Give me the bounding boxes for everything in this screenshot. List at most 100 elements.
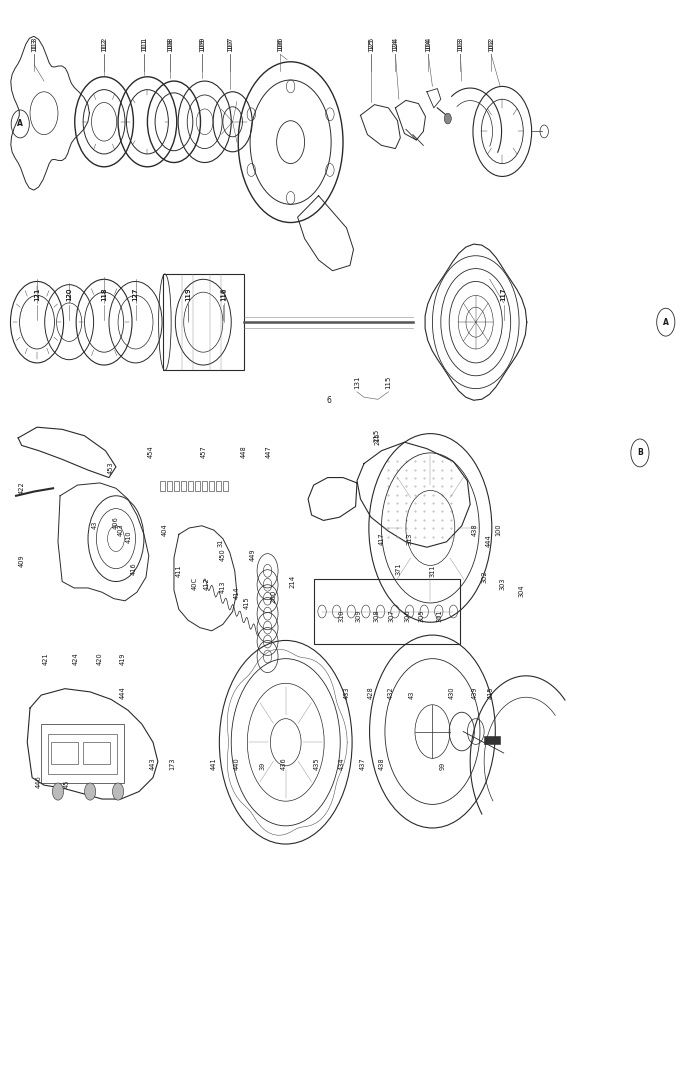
Text: 422: 422	[19, 481, 24, 494]
Text: 310: 310	[339, 609, 344, 622]
Text: 113: 113	[32, 39, 37, 53]
Text: 118: 118	[101, 288, 107, 300]
Text: 102: 102	[488, 36, 494, 50]
Text: 410: 410	[125, 530, 132, 543]
Text: 444: 444	[120, 687, 126, 700]
Bar	[202, 481, 206, 491]
Text: 430: 430	[448, 687, 454, 700]
Text: 441: 441	[211, 758, 217, 770]
Text: 111: 111	[141, 39, 147, 53]
Text: 104: 104	[425, 39, 431, 53]
Text: 424: 424	[73, 652, 79, 665]
Text: 43: 43	[92, 520, 98, 529]
Text: 411: 411	[176, 564, 182, 577]
Text: 113: 113	[32, 36, 37, 50]
Text: 100: 100	[495, 524, 501, 536]
Text: 214: 214	[290, 575, 295, 588]
Text: 40C: 40C	[192, 577, 198, 590]
Bar	[484, 736, 500, 745]
Text: A: A	[663, 318, 668, 326]
Text: 438: 438	[379, 758, 384, 770]
Text: 43: 43	[409, 691, 414, 700]
Text: 428: 428	[368, 687, 374, 700]
Text: 443: 443	[150, 758, 156, 770]
Text: 108: 108	[167, 36, 174, 50]
Text: 106: 106	[277, 36, 283, 50]
Text: 115: 115	[386, 376, 391, 388]
Text: 436: 436	[281, 758, 286, 770]
Text: 107: 107	[227, 36, 233, 50]
Text: 118: 118	[101, 288, 107, 300]
Text: 371: 371	[396, 562, 402, 575]
Bar	[181, 481, 186, 491]
Text: 124: 124	[393, 39, 398, 53]
Text: 116: 116	[220, 288, 226, 300]
Text: B: B	[637, 449, 643, 457]
Bar	[160, 481, 165, 491]
Bar	[51, 743, 78, 764]
Circle shape	[52, 783, 64, 800]
Text: 127: 127	[132, 288, 139, 300]
Text: 440: 440	[234, 758, 240, 770]
Bar	[83, 743, 110, 764]
Text: 121: 121	[34, 288, 40, 300]
Text: 127: 127	[132, 288, 139, 300]
Text: 454: 454	[148, 445, 154, 458]
Text: 301: 301	[436, 609, 442, 622]
Text: 432: 432	[388, 687, 393, 700]
Bar	[163, 274, 244, 370]
Text: 119: 119	[185, 288, 191, 300]
Text: 103: 103	[457, 36, 463, 50]
Text: A: A	[18, 119, 23, 129]
Bar	[41, 724, 124, 783]
Text: 117: 117	[500, 288, 507, 300]
Text: 45: 45	[64, 780, 70, 789]
Bar	[174, 481, 179, 491]
Text: 448: 448	[241, 445, 247, 458]
Text: 215: 215	[374, 429, 379, 442]
Bar	[314, 579, 461, 644]
Text: 31: 31	[218, 539, 224, 547]
Circle shape	[444, 114, 452, 123]
Text: 417: 417	[379, 532, 384, 545]
Text: 112: 112	[101, 39, 107, 53]
Text: 109: 109	[199, 39, 205, 53]
Text: 439: 439	[471, 687, 477, 700]
Text: 120: 120	[66, 288, 72, 300]
Text: 413: 413	[220, 580, 226, 593]
Text: 404: 404	[162, 524, 168, 536]
Text: 303: 303	[499, 577, 505, 590]
Text: 119: 119	[185, 288, 191, 300]
Text: 313: 313	[407, 532, 412, 545]
Circle shape	[113, 783, 124, 800]
Bar	[195, 481, 200, 491]
Text: 446: 446	[36, 776, 42, 789]
Text: 435: 435	[314, 758, 319, 770]
Bar	[188, 481, 193, 491]
Text: 409: 409	[19, 554, 24, 567]
Text: 414: 414	[234, 586, 240, 599]
Text: 433: 433	[344, 687, 349, 700]
Text: 415: 415	[244, 597, 250, 609]
Text: 421: 421	[43, 652, 49, 665]
Text: 306: 306	[405, 609, 410, 622]
Text: 416: 416	[130, 562, 136, 575]
Text: 124: 124	[393, 36, 398, 50]
Circle shape	[85, 783, 96, 800]
Text: 112: 112	[101, 36, 107, 50]
Text: 117: 117	[500, 288, 507, 300]
Text: 450: 450	[220, 548, 226, 561]
Text: 108: 108	[167, 39, 174, 53]
Text: 437: 437	[360, 758, 365, 770]
Text: 311: 311	[429, 564, 435, 577]
Text: 104: 104	[425, 36, 431, 50]
Text: 6: 6	[327, 396, 332, 405]
Text: 447: 447	[265, 445, 272, 458]
Text: 412: 412	[204, 577, 210, 590]
Bar	[216, 481, 220, 491]
Text: 420: 420	[97, 652, 103, 665]
Text: 106: 106	[277, 39, 283, 53]
Text: 116: 116	[221, 288, 228, 300]
Text: 125: 125	[368, 39, 374, 53]
Text: 419: 419	[120, 652, 126, 665]
